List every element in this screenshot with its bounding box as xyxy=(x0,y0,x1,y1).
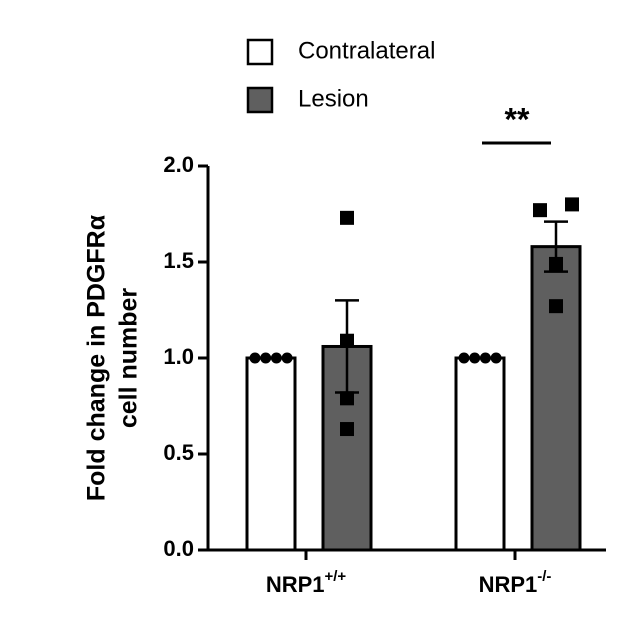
data-point xyxy=(490,352,502,364)
data-point xyxy=(340,333,354,348)
y-tick-label: 2.0 xyxy=(163,152,194,177)
category-superscript: -/- xyxy=(537,568,551,585)
data-point xyxy=(533,203,547,218)
data-point xyxy=(281,352,293,364)
data-point xyxy=(479,352,491,364)
y-axis-label: Fold change in PDGFRα xyxy=(83,214,111,501)
y-axis-label: cell number xyxy=(115,288,143,429)
data-point xyxy=(469,352,481,364)
category-name: NRP1 xyxy=(266,572,325,597)
data-point xyxy=(340,210,354,225)
x-tick-label: NRP1+/+ xyxy=(266,568,347,597)
y-tick-label: 1.5 xyxy=(163,248,194,273)
data-point xyxy=(549,256,563,271)
significance-label: ** xyxy=(505,101,530,137)
bar xyxy=(245,356,297,552)
legend-swatch xyxy=(246,86,274,114)
data-point xyxy=(549,299,563,314)
data-point xyxy=(458,352,470,364)
bar xyxy=(530,245,582,552)
data-point xyxy=(249,352,261,364)
legend-swatch xyxy=(246,38,274,66)
data-point xyxy=(270,352,282,364)
category-name: NRP1 xyxy=(479,572,538,597)
data-point xyxy=(340,391,354,406)
category-superscript: +/+ xyxy=(325,568,347,585)
data-point xyxy=(340,422,354,437)
data-point xyxy=(565,197,579,212)
legend-label: Lesion xyxy=(298,85,369,112)
y-tick-label: 0.5 xyxy=(163,440,194,465)
y-tick-label: 1.0 xyxy=(163,344,194,369)
data-point xyxy=(260,352,272,364)
legend-label: Contralateral xyxy=(298,37,435,64)
y-tick-label: 0.0 xyxy=(163,536,194,561)
x-tick-label: NRP1-/- xyxy=(479,568,552,597)
bar xyxy=(454,356,506,552)
